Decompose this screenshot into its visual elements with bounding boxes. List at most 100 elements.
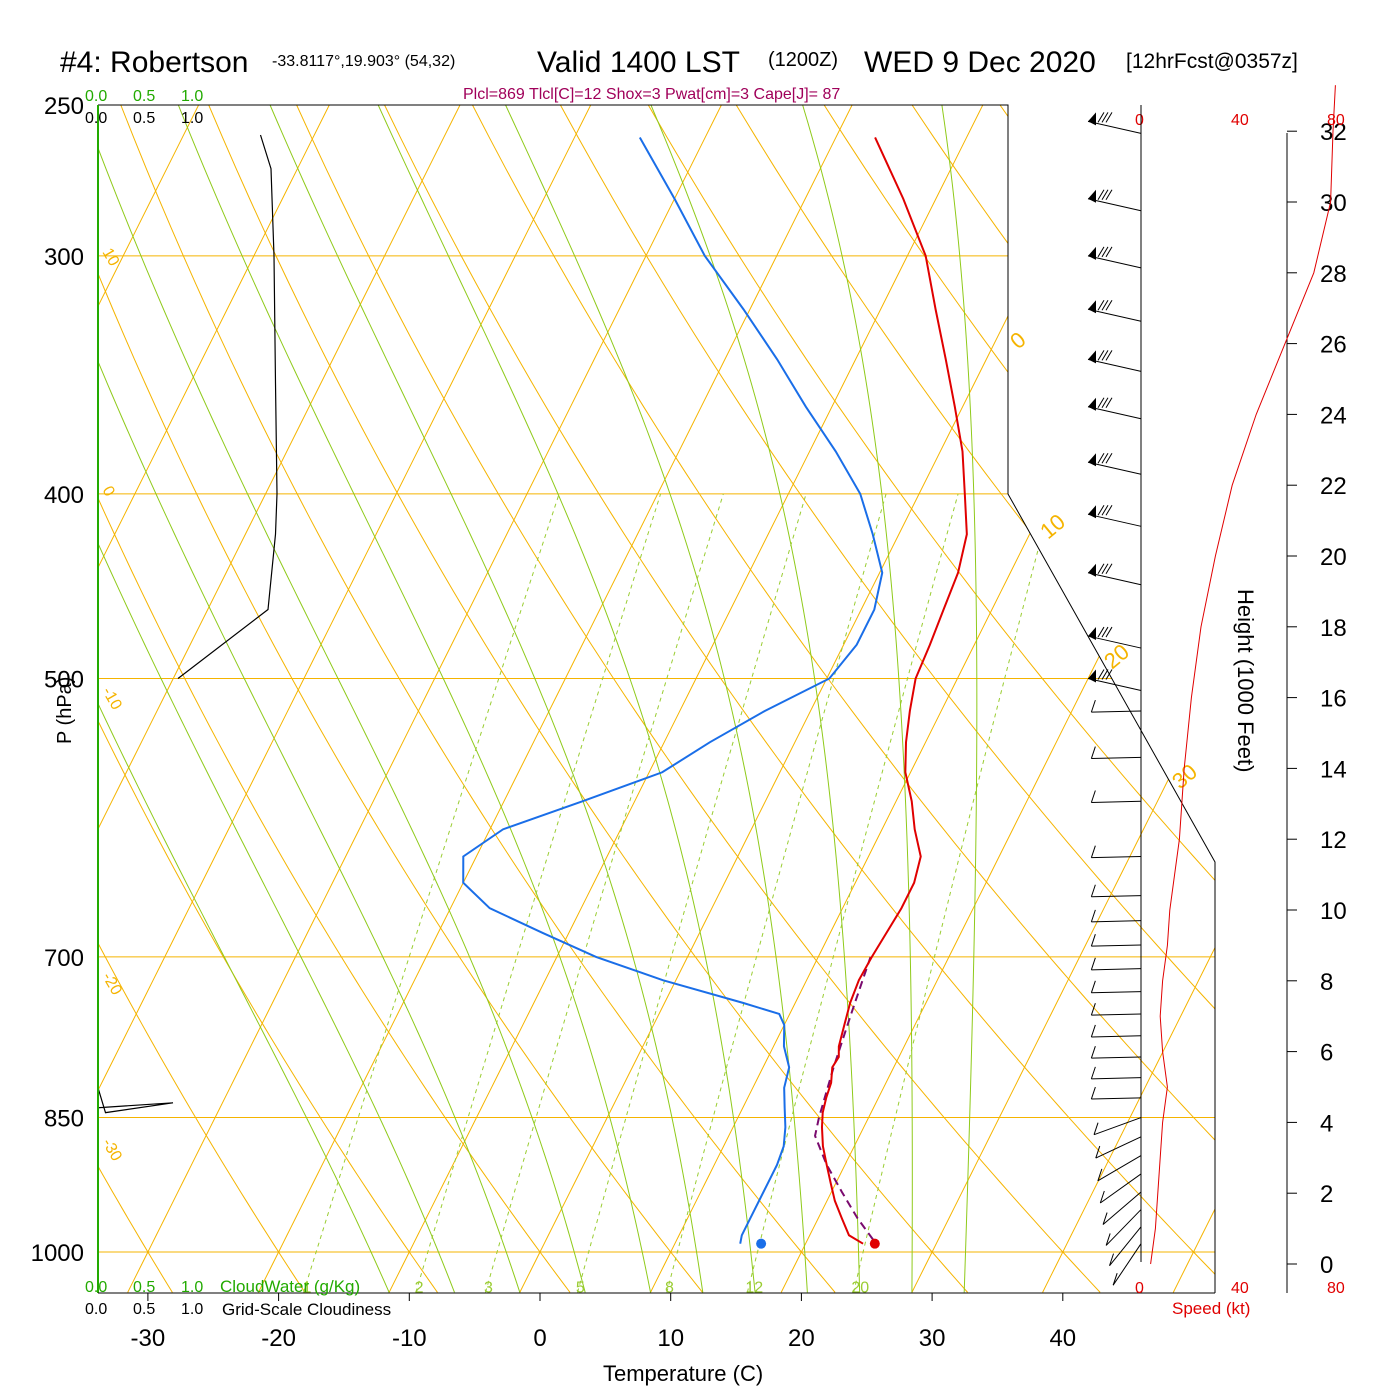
height-tick-label: 10 xyxy=(1320,898,1347,925)
wind-barb-feather xyxy=(1097,1168,1103,1182)
isotherm-label-right: 0 xyxy=(1005,327,1030,354)
mixing-ratio-line xyxy=(303,493,560,1293)
temperature-axis-label: Temperature (C) xyxy=(603,1361,763,1386)
wind-barb-feather xyxy=(1090,1066,1096,1080)
height-tick-label: 12 xyxy=(1320,827,1347,854)
cloudiness-tick-top: 0.5 xyxy=(133,110,155,127)
mixing-ratio-label: 2 xyxy=(415,1279,424,1296)
wind-barb-feather xyxy=(1102,1212,1108,1225)
wind-barb-feather xyxy=(1097,505,1105,516)
cloudiness-ticks-bottom: 0.0 0.5 1.0 xyxy=(85,1301,203,1318)
wind-barb-feather xyxy=(1097,350,1105,361)
isotherm-line xyxy=(98,105,330,1293)
mixing-ratio-line xyxy=(666,493,887,1293)
wind-barb xyxy=(1093,1117,1142,1136)
dry-adiabat-line xyxy=(120,105,836,1293)
wind-barb-feather xyxy=(1090,884,1096,897)
isotherm-line xyxy=(519,105,1114,1293)
height-tick-label: 16 xyxy=(1320,686,1347,713)
wind-barb xyxy=(1100,1173,1142,1204)
moist-adiabat-line xyxy=(497,105,808,1293)
isotherm-line xyxy=(98,105,461,1293)
wind-barb-pennant xyxy=(1088,505,1096,519)
temperature-tick-label: 40 xyxy=(1049,1325,1076,1352)
dry-adiabat-line xyxy=(0,105,40,1292)
isotherm-label: -20 xyxy=(99,970,125,999)
height-tick-label: 22 xyxy=(1320,473,1347,500)
wind-barb-feather xyxy=(1093,1122,1099,1135)
cloudwater-tick-bottom: 0.5 xyxy=(133,1279,155,1296)
mixing-ratio-label: 12 xyxy=(745,1279,763,1296)
mixing-ratio-line xyxy=(746,493,959,1293)
wind-barb-feather xyxy=(1109,1253,1115,1266)
mixing-ratio-label: 5 xyxy=(576,1279,585,1296)
pressure-tick-label: 400 xyxy=(44,482,84,509)
wind-barb-feather xyxy=(1097,669,1105,680)
wind-barb-feather xyxy=(1095,1145,1101,1159)
dry-adiabat-line xyxy=(1175,105,1215,1293)
wind-barb-feather xyxy=(1101,246,1109,258)
height-tick-label: 30 xyxy=(1320,190,1347,217)
cloudwater-ticks-top: 0.0 0.5 1.0 xyxy=(85,88,203,105)
wind-barb-feather xyxy=(1105,246,1113,258)
dewpoint-curve xyxy=(462,136,884,1244)
temperature-tick-label: 30 xyxy=(919,1325,946,1352)
height-axis-label: Height (1000 Feet) xyxy=(1233,589,1258,772)
wind-barb-feather xyxy=(1090,790,1096,803)
wind-barb-feather xyxy=(1099,1190,1105,1204)
wind-barb xyxy=(1112,1243,1142,1286)
dry-adiabat-line xyxy=(98,105,438,1293)
speed-tick-bottom: 80 xyxy=(1327,1280,1345,1297)
sounding-indices: Plcl=869 Tlcl[C]=12 Shox=3 Pwat[cm]=3 Ca… xyxy=(463,86,840,103)
wind-barb-feather xyxy=(1112,1273,1118,1286)
speed-tick-top: 0 xyxy=(1135,112,1144,129)
dry-adiabat-line xyxy=(1352,105,1400,1292)
cloudwater-label: CloudWater (g/Kg) xyxy=(220,1277,360,1296)
isotherm-line xyxy=(127,105,722,1293)
cloudiness-label: Grid-Scale Cloudiness xyxy=(222,1300,391,1319)
cloudwater-tick-top: 0.0 xyxy=(85,88,107,105)
moist-adiabat-line xyxy=(98,105,455,1293)
dry-adiabat-line xyxy=(384,105,1215,1293)
dry-adiabat-line xyxy=(296,105,1101,1293)
wind-barb-feather xyxy=(1101,563,1109,574)
plot-area: 1 2 3 5 8 12 20 100-10-20-30010203025030040050… xyxy=(0,85,1400,1352)
wind-barb-feather xyxy=(1090,1046,1096,1059)
isotherm-line xyxy=(98,105,200,1293)
isotherm-line xyxy=(650,105,1215,1293)
wind-barb xyxy=(1091,895,1142,898)
wind-barb-feather xyxy=(1097,452,1105,464)
wind-barb-feather xyxy=(1090,957,1096,970)
wind-barb-feather xyxy=(1105,1233,1111,1246)
height-tick-label: 6 xyxy=(1320,1040,1333,1067)
wind-barb xyxy=(1091,1013,1142,1016)
wind-barb-feather xyxy=(1101,189,1109,201)
height-tick-label: 0 xyxy=(1320,1252,1333,1279)
height-tick-label: 8 xyxy=(1320,969,1333,996)
wind-barb-feather xyxy=(1097,563,1105,574)
valid-time: Valid 1400 LST xyxy=(537,46,740,79)
parcel-curve xyxy=(814,956,874,1241)
wind-barb-pennant xyxy=(1088,300,1096,314)
speed-axis-label: Speed (kt) xyxy=(1172,1299,1250,1318)
wind-barb xyxy=(1087,572,1142,586)
wind-barb-feather xyxy=(1101,669,1109,680)
height-tick-label: 24 xyxy=(1320,402,1347,429)
wind-barb xyxy=(1091,920,1142,923)
isotherm-line xyxy=(780,105,1215,1293)
isotherm-label-right: 20 xyxy=(1099,639,1134,674)
wind-barb-feather xyxy=(1090,1003,1096,1016)
wind-barb xyxy=(1087,120,1142,134)
wind-barb xyxy=(1087,198,1142,212)
cloudwater-tick-bottom: 1.0 xyxy=(181,1279,203,1296)
wind-barb xyxy=(1091,1035,1142,1038)
mixing-ratio-label: 20 xyxy=(851,1279,869,1296)
plot-border xyxy=(98,104,1216,1293)
moist-adiabat-line xyxy=(98,105,390,1293)
wind-barb xyxy=(1091,800,1142,803)
dry-adiabat-line xyxy=(559,105,1215,1293)
wind-barb-feather xyxy=(1105,563,1113,574)
wind-barb xyxy=(1105,1209,1142,1246)
wind-barb-feather xyxy=(1105,350,1113,361)
